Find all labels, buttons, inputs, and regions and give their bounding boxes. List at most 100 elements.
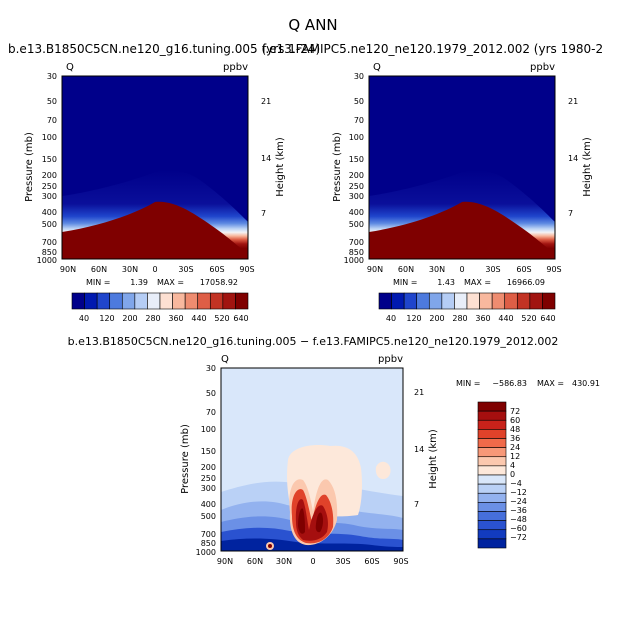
colorbar-swatch xyxy=(477,465,507,476)
colorbar-swatch xyxy=(477,474,507,485)
colorbar-tick: 200 xyxy=(122,314,137,323)
colorbar-swatch xyxy=(416,292,430,310)
colorbar-tick: 640 xyxy=(540,314,555,323)
y-tick: 500 xyxy=(201,512,216,521)
colorbar-tick: 36 xyxy=(510,434,520,443)
panel-c-frame xyxy=(220,367,404,552)
panel-a-units-label: ppbv xyxy=(223,62,248,73)
y-tick: 50 xyxy=(354,97,364,106)
colorbar-swatch xyxy=(477,511,507,521)
colorbar-swatch xyxy=(428,292,443,310)
colorbar-tick: 72 xyxy=(510,407,520,416)
max-label: MAX = xyxy=(464,278,491,287)
colorbar-tick: 0 xyxy=(510,470,515,479)
panel-c-x-ticks: 90N 60N 30N 0 30S 60S 90S xyxy=(217,557,409,566)
panel-b-x-ticks: 90N 60N 30N 0 30S 60S 90S xyxy=(367,265,562,274)
y-tick: 50 xyxy=(47,97,57,106)
colorbar-tick: 280 xyxy=(145,314,160,323)
y-tick: 700 xyxy=(349,238,364,247)
x-tick: 0 xyxy=(310,557,315,566)
max-value: 16966.09 xyxy=(507,278,545,287)
y-tick: 50 xyxy=(206,389,216,398)
y-tick: 100 xyxy=(42,133,57,142)
colorbar-swatch xyxy=(529,292,543,310)
right-tick: 21 xyxy=(261,97,271,106)
panel-c-colorbar-labels: 72 60 48 36 24 12 4 0 −4 −12 −24 −36 −48… xyxy=(510,407,527,542)
x-tick: 90S xyxy=(239,265,254,274)
colorbar-swatch xyxy=(159,292,173,310)
panel-a-field-label: Q xyxy=(66,62,74,73)
min-label: MIN = xyxy=(456,379,481,388)
right-tick: 21 xyxy=(568,97,578,106)
x-tick: 90S xyxy=(393,557,408,566)
colorbar-tick: 200 xyxy=(429,314,444,323)
x-tick: 60S xyxy=(209,265,224,274)
y-tick: 1000 xyxy=(196,548,216,557)
colorbar-tick: 120 xyxy=(99,314,114,323)
x-tick: 30S xyxy=(178,265,193,274)
colorbar-swatch xyxy=(172,292,186,310)
y-tick: 30 xyxy=(206,364,216,373)
panel-c-pos-5 xyxy=(315,512,324,533)
right-tick: 14 xyxy=(261,154,271,163)
colorbar-swatch xyxy=(477,401,507,412)
y-tick: 70 xyxy=(47,116,57,125)
colorbar-tick: 520 xyxy=(521,314,536,323)
panel-c-right-ticks: 21 14 7 xyxy=(414,388,424,509)
colorbar-tick: 640 xyxy=(233,314,248,323)
right-tick: 14 xyxy=(568,154,578,163)
panel-c-spot-core xyxy=(268,544,272,548)
y-tick: 300 xyxy=(349,192,364,201)
y-tick: 850 xyxy=(349,248,364,257)
x-tick: 30S xyxy=(485,265,500,274)
main-title: Q ANN xyxy=(288,16,337,34)
colorbar-swatch xyxy=(96,292,111,310)
max-value: 430.91 xyxy=(572,379,600,388)
panel-b-y-ticks: 30 50 70 100 150 200 250 300 400 500 700… xyxy=(344,72,364,265)
y-tick: 150 xyxy=(349,155,364,164)
colorbar-swatch xyxy=(477,438,507,448)
panel-a: b.e13.B1850C5CN.ne120_g16.tuning.005 (yr… xyxy=(8,42,320,323)
panel-c-pos-4 xyxy=(298,508,305,534)
y-tick: 1000 xyxy=(37,256,57,265)
x-tick: 60N xyxy=(91,265,107,274)
panel-a-moist-core xyxy=(62,201,248,259)
y-tick: 500 xyxy=(42,220,57,229)
colorbar-swatch xyxy=(403,292,418,310)
panel-b-frame xyxy=(368,75,556,260)
colorbar-swatch xyxy=(184,292,199,310)
colorbar-swatch xyxy=(391,292,405,310)
y-tick: 850 xyxy=(201,539,216,548)
colorbar-swatch xyxy=(477,429,507,439)
max-label: MAX = xyxy=(157,278,184,287)
colorbar-swatch xyxy=(477,419,507,430)
colorbar-swatch xyxy=(477,502,507,512)
y-tick: 70 xyxy=(206,408,216,417)
min-value: −586.83 xyxy=(492,379,527,388)
panel-c-y-label: Pressure (mb) xyxy=(180,424,191,494)
min-label: MIN = xyxy=(393,278,418,287)
y-tick: 250 xyxy=(349,182,364,191)
colorbar-swatch xyxy=(235,292,249,310)
colorbar-swatch xyxy=(454,292,468,310)
max-label: MAX = xyxy=(537,379,564,388)
x-tick: 90N xyxy=(217,557,233,566)
colorbar-swatch xyxy=(84,292,98,310)
colorbar-tick: −4 xyxy=(510,479,522,488)
colorbar-swatch xyxy=(477,410,507,421)
y-tick: 1000 xyxy=(344,256,364,265)
colorbar-tick: −24 xyxy=(510,497,527,506)
colorbar-tick: −48 xyxy=(510,515,527,524)
y-tick: 300 xyxy=(42,192,57,201)
panel-c-title: b.e13.B1850C5CN.ne120_g16.tuning.005 − f… xyxy=(68,335,559,348)
min-value: 1.39 xyxy=(130,278,148,287)
y-tick: 850 xyxy=(42,248,57,257)
colorbar-swatch xyxy=(209,292,224,310)
colorbar-swatch xyxy=(109,292,123,310)
colorbar-swatch xyxy=(71,292,85,310)
colorbar-swatch xyxy=(222,292,236,310)
colorbar-tick: −36 xyxy=(510,506,527,515)
y-tick: 250 xyxy=(201,474,216,483)
y-tick: 200 xyxy=(201,463,216,472)
colorbar-swatch xyxy=(466,292,480,310)
